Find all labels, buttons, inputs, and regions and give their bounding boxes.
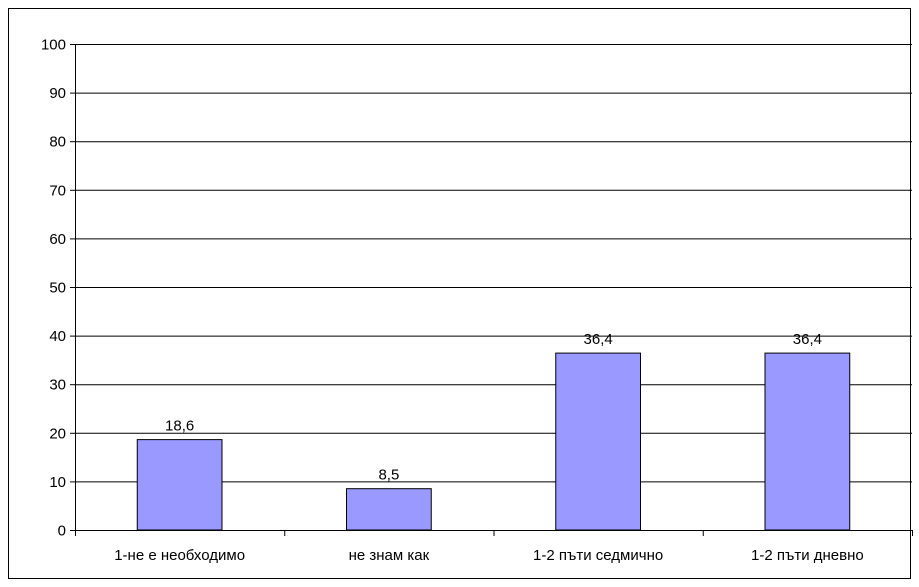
bar [764,352,851,531]
data-label: 36,4 [793,331,822,348]
x-category-label: 1-2 пъти седмично [533,547,663,564]
y-tick-label: 40 [49,328,66,345]
x-category-label: 1-не е необходимо [114,547,245,564]
y-tick-label: 30 [49,377,66,394]
y-tick-label: 90 [49,85,66,102]
y-tick-label: 60 [49,231,66,248]
data-label: 36,4 [584,331,613,348]
data-label: 18,6 [165,418,194,435]
y-axis-ticks: 0 10 20 30 40 50 60 70 80 90 100 [41,37,75,540]
y-tick-label: 50 [49,280,66,297]
y-tick-label: 20 [49,425,66,442]
y-tick-label: 100 [41,37,66,54]
data-label: 8,5 [378,467,399,484]
bar [555,352,641,531]
y-tick-label: 0 [58,523,66,540]
axes [75,44,913,536]
bars [136,352,851,531]
data-labels: 18,6 8,5 36,4 36,4 [165,331,822,484]
x-category-label: не знам как [349,547,430,564]
y-tick-label: 70 [49,182,66,199]
x-axis-categories: 1-не е необходимо не знам как 1-2 пъти сед… [114,547,864,564]
x-category-label: 1-2 пъти дневно [751,547,864,564]
bar [346,488,432,531]
y-tick-label: 80 [49,134,66,151]
y-tick-label: 10 [49,474,66,491]
bar [136,439,223,531]
